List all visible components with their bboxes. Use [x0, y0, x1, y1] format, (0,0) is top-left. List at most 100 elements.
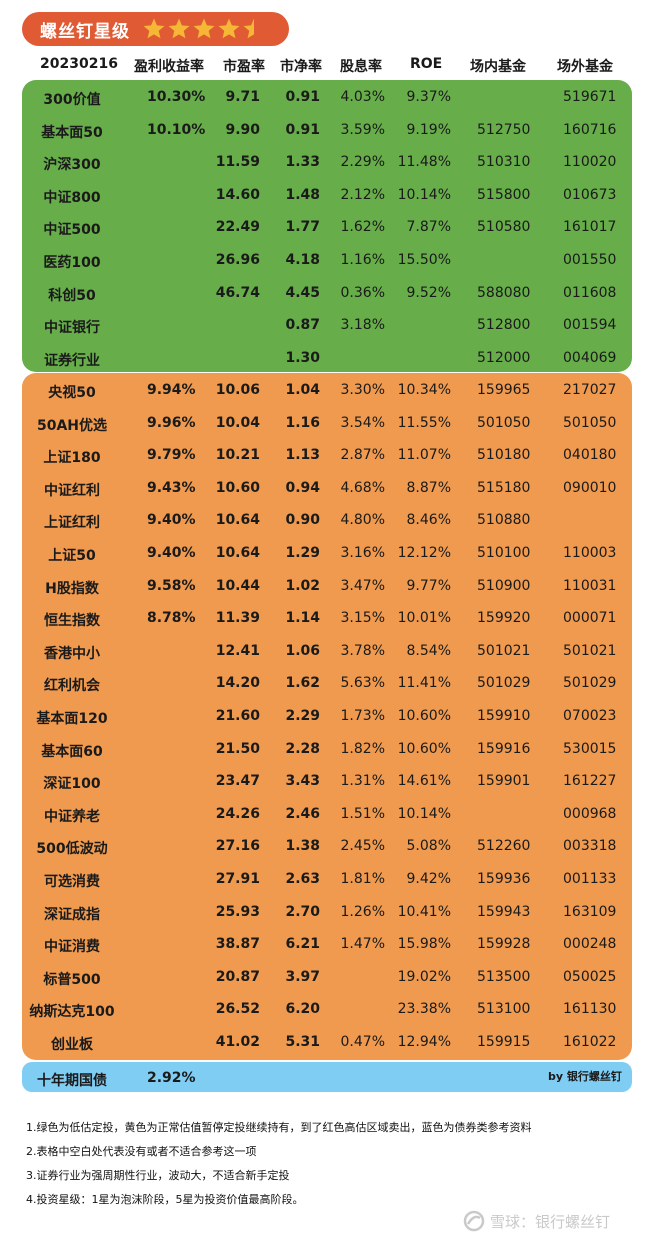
table-row: 科创50 46.74 4.45 0.36% 9.52% 588080 011608	[0, 277, 660, 309]
cell-pe: 10.04	[215, 414, 260, 431]
cell-ey: 9.43%	[147, 479, 196, 496]
cell-pe: 14.60	[215, 186, 260, 203]
cell-roe: 23.38%	[397, 1001, 451, 1018]
cell-out: 003318	[563, 838, 617, 855]
cell-dy: 3.59%	[340, 121, 385, 138]
cell-in: 510900	[477, 577, 531, 594]
table-row: 中证养老 24.26 2.46 1.51% 10.14% 000968	[0, 798, 660, 830]
cell-dy: 1.62%	[340, 219, 385, 236]
cell-roe: 5.08%	[406, 838, 451, 855]
cell-ey: 8.78%	[147, 610, 196, 627]
cell-out: 000968	[563, 805, 617, 822]
cell-name: 科创50	[48, 287, 96, 304]
cell-name: 红利机会	[44, 678, 100, 695]
cell-name: 创业板	[51, 1037, 93, 1053]
star-rating	[142, 17, 267, 41]
cell-name: 沪深300	[43, 157, 101, 174]
cell-pb: 4.18	[285, 252, 320, 268]
table-row: 证券行业 1.30 512000 004069	[0, 342, 660, 374]
table-row: 300价值 10.30% 9.71 0.91 4.03% 9.37% 519671	[0, 81, 660, 113]
cell-in: 159920	[477, 610, 531, 627]
cell-pb: 1.48	[285, 186, 320, 203]
table-row: 中证500 22.49 1.77 1.62% 7.87% 510580 161017	[0, 211, 660, 243]
cell-dy: 4.68%	[340, 479, 385, 496]
cell-dy: 3.30%	[340, 382, 385, 398]
cell-ey: 9.94%	[147, 382, 196, 398]
cell-out: 040180	[563, 447, 617, 464]
cell-out: 530015	[563, 740, 617, 757]
cell-roe: 15.98%	[397, 936, 451, 953]
cell-ey: 9.40%	[147, 512, 196, 529]
cell-in: 510100	[477, 545, 531, 561]
cell-out: 501050	[563, 414, 617, 431]
cell-ey: 9.58%	[147, 577, 196, 594]
cell-name: 300价值	[43, 92, 101, 108]
cell-roe: 9.77%	[406, 577, 451, 594]
cell-in: 159928	[477, 936, 531, 953]
column-header-row: 20230216 盈利收益率 市盈率 市净率 股息率 ROE 场内基金 场外基金	[0, 52, 660, 78]
table-row: 上证50 9.40% 10.64 1.29 3.16% 12.12% 510100 11000…	[0, 537, 660, 569]
cell-pb: 2.28	[285, 740, 320, 757]
cell-roe: 15.50%	[397, 252, 451, 268]
star-icon	[193, 18, 215, 39]
table-row: 上证180 9.79% 10.21 1.13 2.87% 11.07% 510180 0401…	[0, 439, 660, 471]
cell-dy: 0.47%	[340, 1034, 385, 1050]
cell-out: 501029	[563, 675, 617, 692]
table-row: 基本面60 21.50 2.28 1.82% 10.60% 159916 530015	[0, 733, 660, 765]
cell-ey: 10.10%	[147, 121, 206, 138]
table-row: H股指数 9.58% 10.44 1.02 3.47% 9.77% 510900 110031	[0, 570, 660, 602]
table-row: 恒生指数 8.78% 11.39 1.14 3.15% 10.01% 159920 00007…	[0, 602, 660, 634]
bond-block	[22, 1062, 632, 1092]
cell-pe: 21.50	[215, 740, 260, 757]
cell-pb: 0.94	[285, 479, 320, 496]
cell-dy: 3.78%	[340, 642, 385, 659]
cell-dy: 1.51%	[340, 805, 385, 822]
normal-valuation-block	[22, 373, 632, 1060]
cell-pe: 10.60	[215, 479, 260, 496]
cell-roe: 14.61%	[397, 773, 451, 790]
cell-roe: 8.46%	[406, 512, 451, 529]
table-row: 沪深300 11.59 1.33 2.29% 11.48% 510310 110020	[0, 146, 660, 178]
col-onexchange-fund: 场内基金	[470, 59, 526, 75]
watermark: 雪球：银行螺丝钉	[462, 1210, 610, 1232]
cell-pb: 2.29	[285, 708, 320, 724]
cell-dy: 1.73%	[340, 708, 385, 724]
cell-dy: 3.16%	[340, 545, 385, 561]
cell-in: 159910	[477, 708, 531, 724]
cell-pb: 1.06	[285, 642, 320, 659]
table-row: 红利机会 14.20 1.62 5.63% 11.41% 501029 501029	[0, 667, 660, 699]
table-row: 香港中小 12.41 1.06 3.78% 8.54% 501021 501021	[0, 635, 660, 667]
cell-dy: 2.12%	[340, 186, 385, 203]
cell-name: 中证消费	[44, 939, 100, 956]
cell-name: 基本面50	[41, 124, 103, 141]
table-row: 可选消费 27.91 2.63 1.81% 9.42% 159936 001133	[0, 863, 660, 895]
cell-in: 512800	[477, 317, 531, 334]
cell-name: 上证50	[48, 548, 96, 564]
cell-dy: 2.87%	[340, 447, 385, 464]
cell-name: 中证银行	[44, 320, 100, 337]
cell-name: 深证100	[43, 776, 101, 793]
cell-pb: 5.31	[285, 1034, 320, 1050]
table-row: 500低波动 27.16 1.38 2.45% 5.08% 512260 003318	[0, 830, 660, 862]
cell-roe: 9.19%	[406, 121, 451, 138]
cell-pb: 1.02	[285, 577, 320, 594]
cell-out: 050025	[563, 968, 617, 985]
cell-ey: 9.96%	[147, 414, 196, 431]
cell-pe: 23.47	[215, 773, 260, 790]
undervalued-block	[22, 80, 632, 372]
cell-pb: 6.21	[285, 936, 320, 953]
cell-name: 中证500	[43, 222, 101, 239]
cell-roe: 9.37%	[406, 89, 451, 105]
cell-pe: 10.64	[215, 512, 260, 529]
cell-in: 512000	[477, 349, 531, 366]
col-offexchange-fund: 场外基金	[557, 59, 613, 75]
cell-roe: 10.60%	[397, 740, 451, 757]
cell-dy: 1.16%	[340, 252, 385, 268]
cell-out: 161017	[563, 219, 617, 236]
note-1: 1.绿色为低估定投，黄色为正常估值暂停定投继续持有，到了红色高估区域卖出，蓝色为…	[26, 1121, 532, 1134]
cell-name: 上证红利	[44, 515, 100, 532]
cell-roe: 12.94%	[397, 1034, 451, 1050]
cell-in: 513500	[477, 968, 531, 985]
cell-dy: 1.81%	[340, 871, 385, 887]
cell-out: 010673	[563, 186, 617, 203]
